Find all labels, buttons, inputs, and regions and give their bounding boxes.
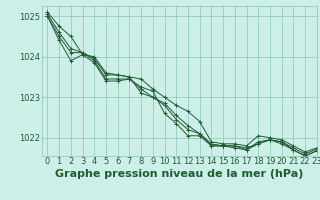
X-axis label: Graphe pression niveau de la mer (hPa): Graphe pression niveau de la mer (hPa) xyxy=(55,169,303,179)
